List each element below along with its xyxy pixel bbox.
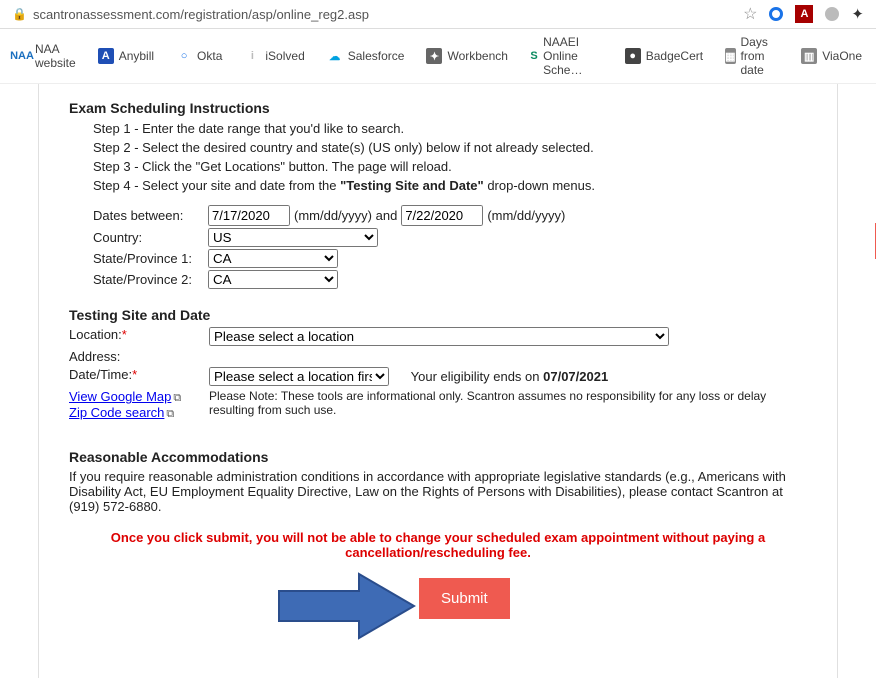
external-link-icon: ⧉ <box>173 392 181 404</box>
submit-row: Submit <box>69 568 807 648</box>
extension-acrobat-icon[interactable]: A <box>795 5 813 23</box>
url-text: scantronassessment.com/registration/asp/… <box>33 7 743 22</box>
browser-url-bar: 🔒 scantronassessment.com/registration/as… <box>0 0 876 29</box>
bookmark-item[interactable]: ▦ Days from date <box>725 35 779 77</box>
location-select[interactable]: Please select a location <box>209 327 669 346</box>
extension-grey-icon[interactable] <box>825 7 839 21</box>
bookmark-label: Workbench <box>447 49 507 63</box>
step-2: Step 2 - Select the desired country and … <box>93 139 807 158</box>
step-1: Step 1 - Enter the date range that you'd… <box>93 120 807 139</box>
bookmark-label: NAAEI Online Sche… <box>543 35 603 77</box>
bookmark-item[interactable]: A Anybill <box>98 48 154 64</box>
state1-label: State/Province 1: <box>93 251 208 266</box>
country-select[interactable]: US <box>208 228 378 247</box>
bookmark-icon: i <box>244 48 260 64</box>
bookmark-label: Okta <box>197 49 222 63</box>
warning-text: Once you click submit, you will not be a… <box>109 530 767 560</box>
testing-title: Testing Site and Date <box>69 307 807 323</box>
datetime-label: Date/Time:* <box>69 367 209 382</box>
country-label: Country: <box>93 230 208 245</box>
eligibility-text: Your eligibility ends on 07/07/2021 <box>411 369 609 384</box>
lock-icon: 🔒 <box>12 7 27 21</box>
bookmark-item[interactable]: ▥ ViaOne <box>801 48 862 64</box>
map-links: View Google Map⧉ Zip Code search⧉ <box>69 389 209 421</box>
star-icon[interactable]: ☆ <box>743 4 757 24</box>
date-format-2: (mm/dd/yyyy) <box>487 208 565 223</box>
bookmark-icon: ○ <box>176 48 192 64</box>
bookmark-item[interactable]: ☁ Salesforce <box>327 48 405 64</box>
extensions-icon[interactable]: ✦ <box>851 5 864 23</box>
date-to-input[interactable] <box>401 205 483 226</box>
bookmark-label: Days from date <box>741 35 780 77</box>
google-map-link[interactable]: View Google Map <box>69 389 171 404</box>
bookmarks-bar: NAA NAA website A Anybill ○ Okta i iSolved ☁ Sale… <box>0 29 876 84</box>
bookmark-icon: ☁ <box>327 48 343 64</box>
bookmark-label: BadgeCert <box>646 49 703 63</box>
bookmark-item[interactable]: i iSolved <box>244 48 304 64</box>
tools-note: Please Note: These tools are information… <box>209 389 807 417</box>
external-link-icon: ⧉ <box>166 408 174 420</box>
datetime-select[interactable]: Please select a location first <box>209 367 389 386</box>
location-label: Location:* <box>69 327 209 342</box>
accommodations-title: Reasonable Accommodations <box>69 449 807 465</box>
extension-okta-icon[interactable] <box>769 7 783 21</box>
testing-section: Testing Site and Date Location:* Please … <box>69 307 807 421</box>
instructions-title: Exam Scheduling Instructions <box>69 100 807 116</box>
bookmark-label: Salesforce <box>348 49 405 63</box>
bookmark-item[interactable]: NAA NAA website <box>14 42 76 70</box>
bookmark-icon: A <box>98 48 114 64</box>
accommodations-body: If you require reasonable administration… <box>69 469 807 514</box>
browser-actions: ☆ A ✦ <box>743 4 864 24</box>
state2-select[interactable]: CA <box>208 270 338 289</box>
dates-label: Dates between: <box>93 208 208 223</box>
bookmark-icon: ▥ <box>801 48 817 64</box>
step-3: Step 3 - Click the "Get Locations" butto… <box>93 158 807 177</box>
bookmark-icon: ✦ <box>426 48 442 64</box>
bookmark-icon: NAA <box>14 48 30 64</box>
state2-label: State/Province 2: <box>93 272 208 287</box>
arrow-icon <box>269 566 419 646</box>
submit-button[interactable]: Submit <box>419 578 510 619</box>
bookmark-item[interactable]: ○ Okta <box>176 48 222 64</box>
bookmark-item[interactable]: S NAAEI Online Sche… <box>530 35 603 77</box>
bookmark-item[interactable]: ✦ Workbench <box>426 48 507 64</box>
bookmark-item[interactable]: ● BadgeCert <box>625 48 703 64</box>
bookmark-label: iSolved <box>265 49 304 63</box>
date-format-1: (mm/dd/yyyy) and <box>294 208 397 223</box>
bookmark-label: NAA website <box>35 42 76 70</box>
bookmark-icon: ▦ <box>725 48 735 64</box>
page-content: Exam Scheduling Instructions Step 1 - En… <box>38 84 838 678</box>
date-from-input[interactable] <box>208 205 290 226</box>
bookmark-icon: S <box>530 48 538 64</box>
instructions-steps: Step 1 - Enter the date range that you'd… <box>93 120 807 195</box>
search-form: Dates between: (mm/dd/yyyy) and (mm/dd/y… <box>93 205 807 289</box>
state1-select[interactable]: CA <box>208 249 338 268</box>
accommodations-section: Reasonable Accommodations If you require… <box>69 449 807 514</box>
bookmark-label: Anybill <box>119 49 154 63</box>
bookmark-icon: ● <box>625 48 641 64</box>
bookmark-label: ViaOne <box>822 49 862 63</box>
zip-search-link[interactable]: Zip Code search <box>69 405 164 420</box>
address-label: Address: <box>69 349 209 364</box>
step-4: Step 4 - Select your site and date from … <box>93 177 807 196</box>
